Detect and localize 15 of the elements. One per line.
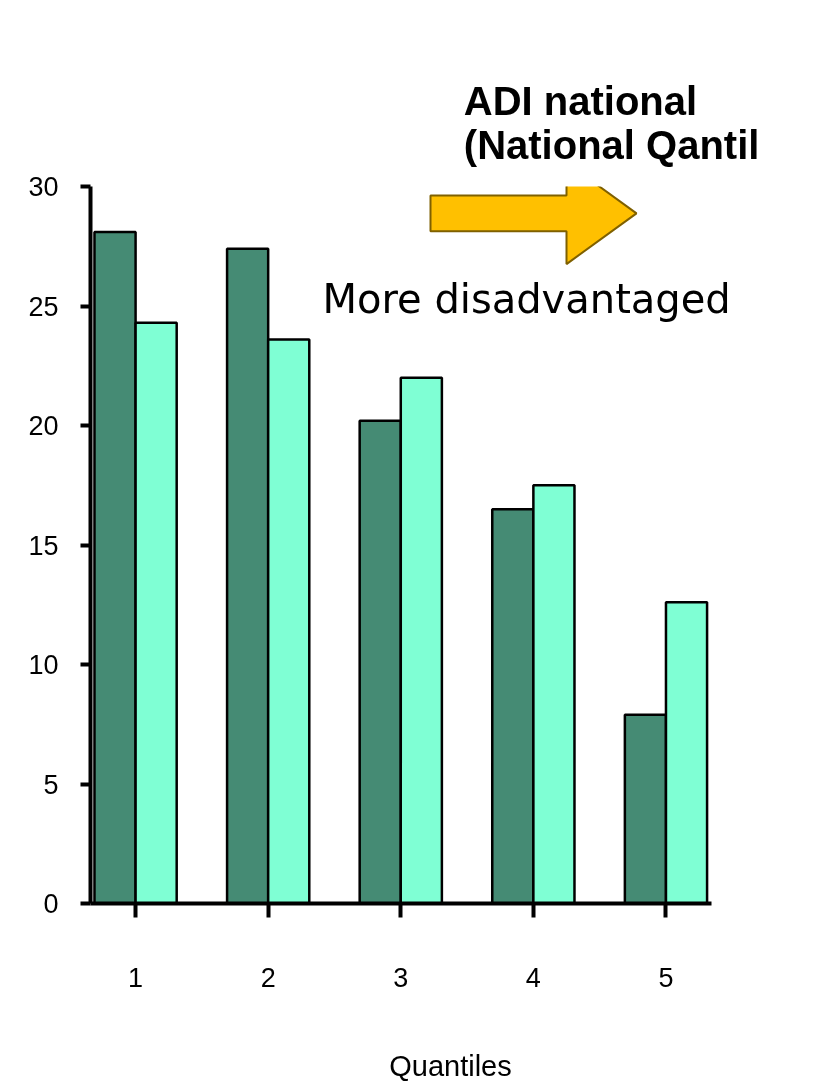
x-tick-label: 4 <box>525 962 541 993</box>
annotation: More disadvantaged <box>322 275 731 322</box>
x-tick-label: 5 <box>658 962 674 993</box>
y-tick-label: 10 <box>28 650 59 680</box>
x-axis-title: Quantiles <box>389 1049 512 1082</box>
y-tick-label: 0 <box>43 889 59 919</box>
y-tick-label: 20 <box>28 411 59 441</box>
x-tick-label: 1 <box>128 962 144 993</box>
y-tick-label: 15 <box>28 530 59 561</box>
y-tick-label: 30 <box>28 172 59 202</box>
x-tick-label: 3 <box>393 962 409 993</box>
y-tick-label: 25 <box>28 291 59 322</box>
x-tick-label: 2 <box>260 962 276 993</box>
chart-title: ADI national (National Qantil <box>463 78 760 167</box>
y-tick-label: 5 <box>43 769 59 800</box>
